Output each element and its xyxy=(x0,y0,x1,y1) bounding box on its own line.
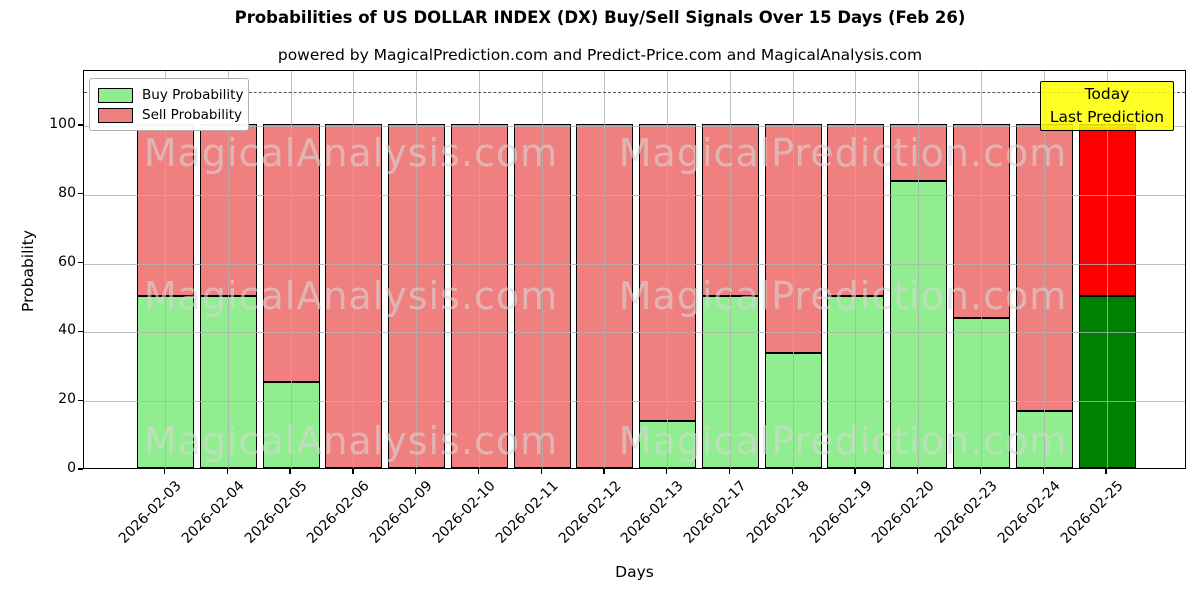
gridline-vertical xyxy=(1106,71,1108,468)
x-tick-mark xyxy=(226,469,228,474)
y-tick-label: 80 xyxy=(58,184,76,201)
y-tick-label: 40 xyxy=(58,322,76,339)
x-tick-mark xyxy=(1042,469,1044,474)
gridline-vertical xyxy=(855,71,857,468)
gridline-vertical xyxy=(604,71,606,468)
x-tick-label: 2026-02-18 xyxy=(743,478,813,547)
gridline-horizontal xyxy=(84,332,1185,334)
x-tick-label: 2026-02-17 xyxy=(680,478,750,547)
x-tick-label: 2026-02-19 xyxy=(806,478,876,547)
x-tick-label: 2026-02-04 xyxy=(178,478,248,547)
buy-color-swatch xyxy=(98,87,133,103)
y-axis-label: Probability xyxy=(19,230,37,312)
x-tick-mark xyxy=(352,469,354,474)
y-tick-label: 100 xyxy=(49,116,76,132)
chart-subtitle: powered by MagicalPrediction.com and Pre… xyxy=(277,46,923,64)
watermark-text: MagicalPrediction.com xyxy=(618,131,1068,175)
y-tick-mark xyxy=(78,468,83,470)
x-tick-label: 2026-02-13 xyxy=(618,478,687,547)
x-tick-label: 2026-02-10 xyxy=(429,478,499,547)
gridline-vertical xyxy=(227,71,229,468)
x-tick-mark xyxy=(414,469,417,474)
watermark-text: MagicalAnalysis.com xyxy=(143,419,559,463)
x-tick-mark xyxy=(540,469,542,474)
chart-title: Probabilities of US DOLLAR INDEX (DX) Bu… xyxy=(234,8,966,27)
gridline-vertical xyxy=(165,71,166,468)
x-tick-label: 2026-02-03 xyxy=(115,478,185,547)
watermark-text: MagicalPrediction.com xyxy=(618,419,1068,463)
legend-item-buy: Buy Probability xyxy=(98,85,244,105)
gridline-vertical xyxy=(981,71,982,468)
y-tick-label: 20 xyxy=(58,391,76,408)
gridline-horizontal xyxy=(84,194,1185,196)
legend-label-buy: Buy Probability xyxy=(142,87,244,103)
threshold-dashed-line xyxy=(84,91,1185,93)
legend-item-sell: Sell Probability xyxy=(98,105,243,125)
x-tick-label: 2026-02-20 xyxy=(869,478,939,547)
watermark-text: MagicalAnalysis.com xyxy=(143,131,559,175)
sell-color-swatch xyxy=(98,107,133,123)
legend-label-sell: Sell Probability xyxy=(142,107,243,123)
x-tick-label: 2026-02-09 xyxy=(367,478,436,547)
gridline-vertical xyxy=(1043,71,1045,468)
x-tick-mark xyxy=(917,469,919,474)
y-tick-mark xyxy=(78,330,83,333)
gridline-vertical xyxy=(918,71,920,468)
gridline-vertical xyxy=(416,71,418,468)
legend: Buy Probability Sell Probability xyxy=(89,78,249,131)
today-annotation-line1: Today xyxy=(1084,85,1130,103)
x-tick-mark xyxy=(666,469,668,474)
gridline-vertical xyxy=(667,71,669,468)
gridline-vertical xyxy=(792,71,794,468)
gridline-horizontal xyxy=(84,126,1185,127)
gridline-vertical xyxy=(290,71,292,468)
x-tick-label: 2026-02-06 xyxy=(304,478,374,547)
x-tick-mark xyxy=(289,469,291,474)
x-tick-mark xyxy=(163,469,166,474)
y-tick-mark xyxy=(78,262,83,264)
x-tick-mark xyxy=(1105,469,1107,474)
x-tick-label: 2026-02-24 xyxy=(994,478,1064,547)
watermark-text: MagicalAnalysis.com xyxy=(143,274,559,318)
today-annotation: Today Last Prediction xyxy=(1040,81,1174,131)
gridline-vertical xyxy=(353,71,355,468)
x-tick-mark xyxy=(603,469,605,474)
x-tick-label: 2026-02-12 xyxy=(555,478,625,547)
y-tick-mark xyxy=(78,193,83,195)
y-tick-mark xyxy=(78,124,83,126)
gridline-horizontal xyxy=(84,401,1185,403)
gridline-vertical xyxy=(729,71,731,468)
plot-area: MagicalAnalysis.com MagicalPrediction.com… xyxy=(83,70,1186,469)
gridline-vertical xyxy=(541,71,543,468)
watermark-text: MagicalPrediction.com xyxy=(618,274,1068,318)
x-tick-mark xyxy=(854,469,856,474)
x-tick-mark xyxy=(477,469,480,474)
x-tick-mark xyxy=(979,469,982,474)
x-tick-label: 2026-02-25 xyxy=(1057,478,1127,547)
x-tick-mark xyxy=(791,469,793,474)
y-tick-label: 0 xyxy=(67,460,76,476)
today-annotation-line2: Last Prediction xyxy=(1049,108,1165,126)
y-tick-mark xyxy=(78,399,83,401)
gridline-horizontal xyxy=(84,263,1185,265)
x-tick-mark xyxy=(728,469,731,474)
gridline-vertical xyxy=(478,71,480,468)
y-tick-label: 60 xyxy=(58,253,76,270)
x-tick-label: 2026-02-23 xyxy=(931,478,1001,547)
x-tick-label: 2026-02-11 xyxy=(492,478,562,547)
x-tick-label: 2026-02-05 xyxy=(241,478,311,547)
x-axis-label: Days xyxy=(615,563,654,581)
